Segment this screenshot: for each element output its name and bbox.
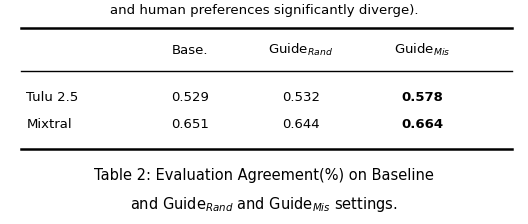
Text: 0.644: 0.644 xyxy=(282,118,320,131)
Text: Table 2: Evaluation Agreement(%) on Baseline: Table 2: Evaluation Agreement(%) on Base… xyxy=(94,168,434,183)
Text: Mixtral: Mixtral xyxy=(26,118,72,131)
Text: 0.651: 0.651 xyxy=(171,118,209,131)
Text: Guide$_{\mathit{Mis}}$: Guide$_{\mathit{Mis}}$ xyxy=(394,42,450,58)
Text: 0.578: 0.578 xyxy=(401,91,444,104)
Text: Guide$_{\mathit{Rand}}$: Guide$_{\mathit{Rand}}$ xyxy=(268,42,334,58)
Text: 0.529: 0.529 xyxy=(171,91,209,104)
Text: 0.664: 0.664 xyxy=(401,118,444,131)
Text: Tulu 2.5: Tulu 2.5 xyxy=(26,91,79,104)
Text: and human preferences significantly diverge).: and human preferences significantly dive… xyxy=(110,4,418,17)
Text: Base.: Base. xyxy=(172,44,209,57)
Text: and Guide$_{\mathit{Rand}}$ and Guide$_{\mathit{Mis}}$ settings.: and Guide$_{\mathit{Rand}}$ and Guide$_{… xyxy=(130,196,398,214)
Text: 0.532: 0.532 xyxy=(282,91,320,104)
